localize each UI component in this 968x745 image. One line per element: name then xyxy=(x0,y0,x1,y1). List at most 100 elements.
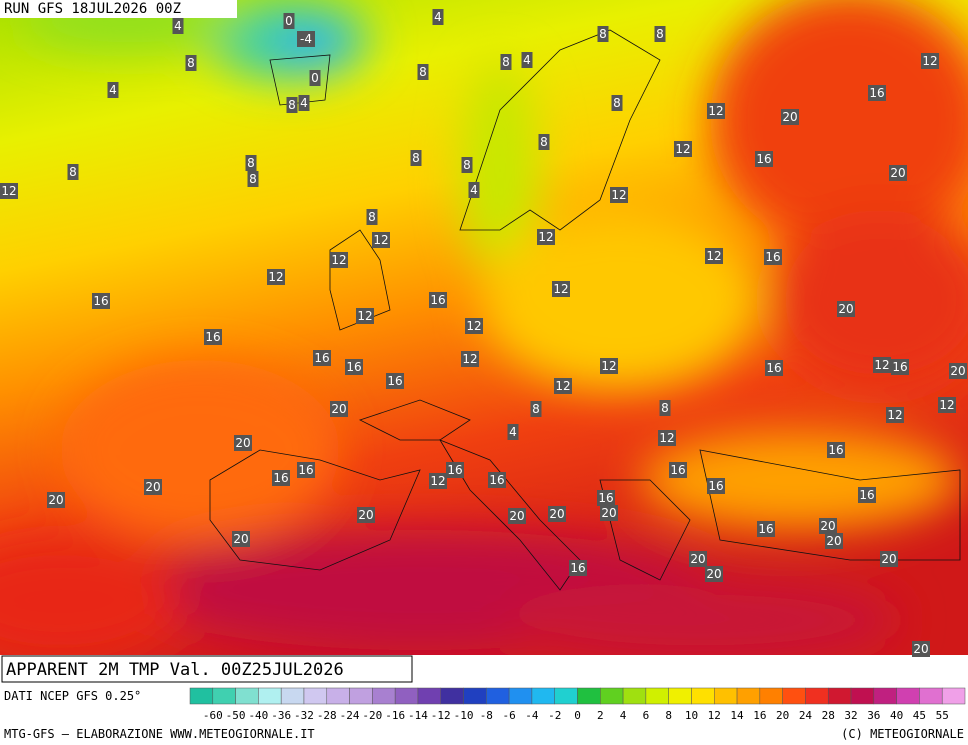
colorbar-tick: 14 xyxy=(730,709,744,722)
temperature-label: 20 xyxy=(820,519,835,533)
label-box xyxy=(868,85,886,101)
temperature-label: 16 xyxy=(892,360,907,374)
label-box xyxy=(597,26,609,42)
colorbar-swatch xyxy=(600,687,624,705)
temperature-label: 8 xyxy=(661,401,669,415)
label-box xyxy=(889,165,907,181)
temperature-label: 20 xyxy=(890,166,905,180)
label-box xyxy=(611,95,623,111)
run-info: RUN GFS 18JUL2026 00Z xyxy=(4,1,181,17)
colorbar-tick: 32 xyxy=(844,709,857,722)
temperature-label: 8 xyxy=(419,65,427,79)
temperature-label: 8 xyxy=(288,98,296,112)
temperature-label: 4 xyxy=(434,10,442,24)
label-box xyxy=(330,401,348,417)
colorbar-swatch xyxy=(896,687,920,705)
label-box xyxy=(286,97,298,113)
temperature-label: 20 xyxy=(235,436,250,450)
temperature-label: 16 xyxy=(93,294,108,308)
colorbar-tick: 12 xyxy=(708,709,721,722)
label-box xyxy=(858,487,876,503)
label-box xyxy=(507,424,519,440)
temperature-label: 12 xyxy=(887,408,902,422)
temperature-label: 12 xyxy=(708,104,723,118)
temperature-label: 16 xyxy=(205,330,220,344)
label-box xyxy=(537,229,555,245)
colorbar-tick: -32 xyxy=(294,709,314,722)
temperature-label: 8 xyxy=(187,56,195,70)
temperature-label: 16 xyxy=(708,479,723,493)
label-box xyxy=(172,18,184,34)
label-box xyxy=(410,150,422,166)
label-box xyxy=(185,55,197,71)
colorbar-swatch xyxy=(372,687,396,705)
colorbar-swatch xyxy=(531,687,555,705)
label-box xyxy=(837,301,855,317)
colorbar-swatch xyxy=(212,687,236,705)
temperature-label: 0 xyxy=(311,71,319,85)
colorbar-tick: 55 xyxy=(936,709,949,722)
temperature-label: 4 xyxy=(300,96,308,110)
label-box xyxy=(707,478,725,494)
temperature-label: 4 xyxy=(109,83,117,97)
label-box xyxy=(548,506,566,522)
colorbar-swatch xyxy=(554,687,578,705)
colorbar-swatch xyxy=(873,687,897,705)
temperature-label: 20 xyxy=(331,402,346,416)
temperature-label: 20 xyxy=(549,507,564,521)
colorbar-tick: -24 xyxy=(340,709,360,722)
label-box xyxy=(765,360,783,376)
colorbar-swatch xyxy=(394,687,419,705)
label-box xyxy=(764,249,782,265)
colorbar-swatch xyxy=(280,687,305,705)
label-box xyxy=(107,82,119,98)
temperature-label: 20 xyxy=(881,552,896,566)
label-box xyxy=(465,318,483,334)
label-box xyxy=(654,26,666,42)
temperature-label: 20 xyxy=(509,509,524,523)
temperature-label: 12 xyxy=(466,319,481,333)
label-box xyxy=(938,397,956,413)
colorbar-swatch xyxy=(463,687,487,705)
temperature-label: 8 xyxy=(368,210,376,224)
label-box xyxy=(674,141,692,157)
colorbar-tick: -60 xyxy=(203,709,223,722)
temperature-label: 16 xyxy=(758,522,773,536)
colorbar-tick: -8 xyxy=(480,709,493,722)
label-box xyxy=(508,508,526,524)
label-box xyxy=(366,209,378,225)
temperature-label: 12 xyxy=(675,142,690,156)
colorbar-tick: -10 xyxy=(454,709,474,722)
temperature-label: 12 xyxy=(706,249,721,263)
temperature-label: 16 xyxy=(859,488,874,502)
label-box xyxy=(417,64,429,80)
colorbar-swatch xyxy=(577,687,601,705)
label-box xyxy=(283,13,295,29)
label-box xyxy=(530,401,542,417)
temperature-label: 8 xyxy=(463,158,471,172)
header-box xyxy=(0,0,237,18)
label-box xyxy=(755,151,773,167)
temperature-label: 12 xyxy=(939,398,954,412)
temperature-label: 12 xyxy=(553,282,568,296)
colorbar-swatch xyxy=(850,687,875,705)
label-box xyxy=(330,252,348,268)
temperature-label: 20 xyxy=(838,302,853,316)
label-box xyxy=(309,70,321,86)
colorbar-swatch xyxy=(235,687,259,705)
colorbar-swatch xyxy=(349,687,373,705)
label-box xyxy=(345,359,363,375)
label-box xyxy=(819,518,837,534)
colorbar-swatch xyxy=(736,687,761,705)
temperature-label: 20 xyxy=(913,642,928,656)
label-box xyxy=(659,400,671,416)
temperature-label: 12 xyxy=(430,474,445,488)
label-box xyxy=(912,641,930,657)
colorbar-swatch xyxy=(827,687,852,705)
label-box xyxy=(432,9,444,25)
colorbar-swatch xyxy=(258,687,282,705)
temperature-label: 12 xyxy=(462,352,477,366)
colorbar-tick: 45 xyxy=(913,709,926,722)
temperature-label: 16 xyxy=(489,473,504,487)
colorbar-tick: -16 xyxy=(385,709,405,722)
